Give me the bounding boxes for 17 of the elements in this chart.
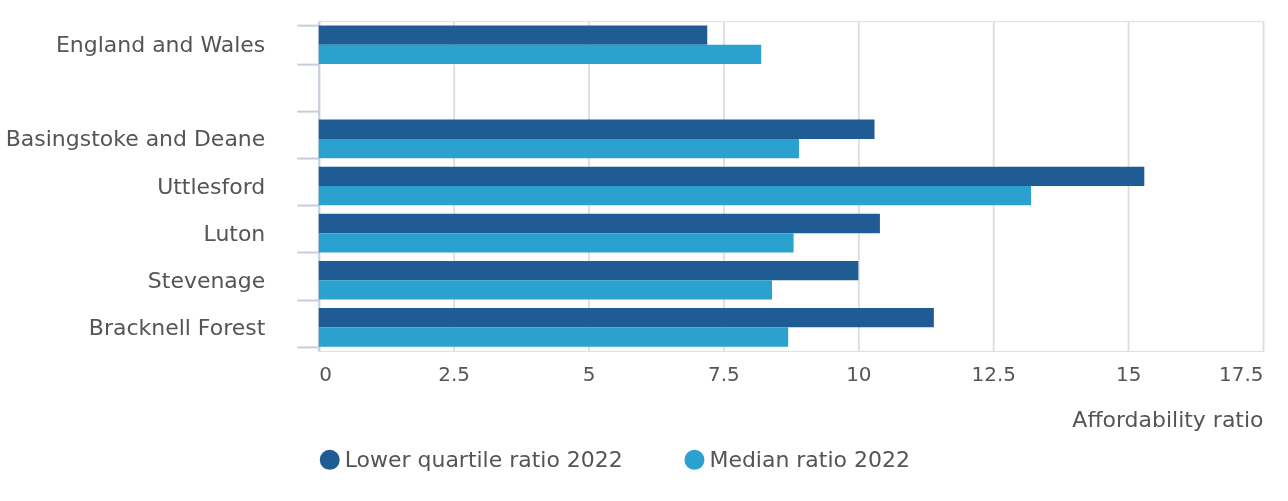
y-tick-label: Luton	[203, 220, 266, 246]
y-tick-label: Uttlesford	[157, 173, 266, 199]
y-tick-label: England and Wales	[55, 32, 266, 58]
x-tick-label: 5	[582, 362, 596, 387]
y-tick-label: Bracknell Forest	[88, 314, 266, 340]
x-tick-label: 7.5	[708, 362, 740, 387]
legend-label: Median ratio 2022	[709, 446, 910, 472]
x-axis-title: Affordability ratio	[1072, 407, 1264, 433]
y-tick-label: Basingstoke and Deane	[5, 126, 266, 152]
legend-label: Lower quartile ratio 2022	[344, 446, 623, 472]
x-tick-label: 0	[319, 362, 332, 387]
x-tick-label: 17.5	[1219, 362, 1264, 387]
y-tick-label: Stevenage	[147, 267, 266, 293]
x-tick-label: 10	[846, 362, 872, 387]
x-tick-label: 12.5	[971, 362, 1016, 387]
x-tick-label: 2.5	[438, 362, 471, 387]
x-tick-label: 15	[1115, 362, 1142, 387]
